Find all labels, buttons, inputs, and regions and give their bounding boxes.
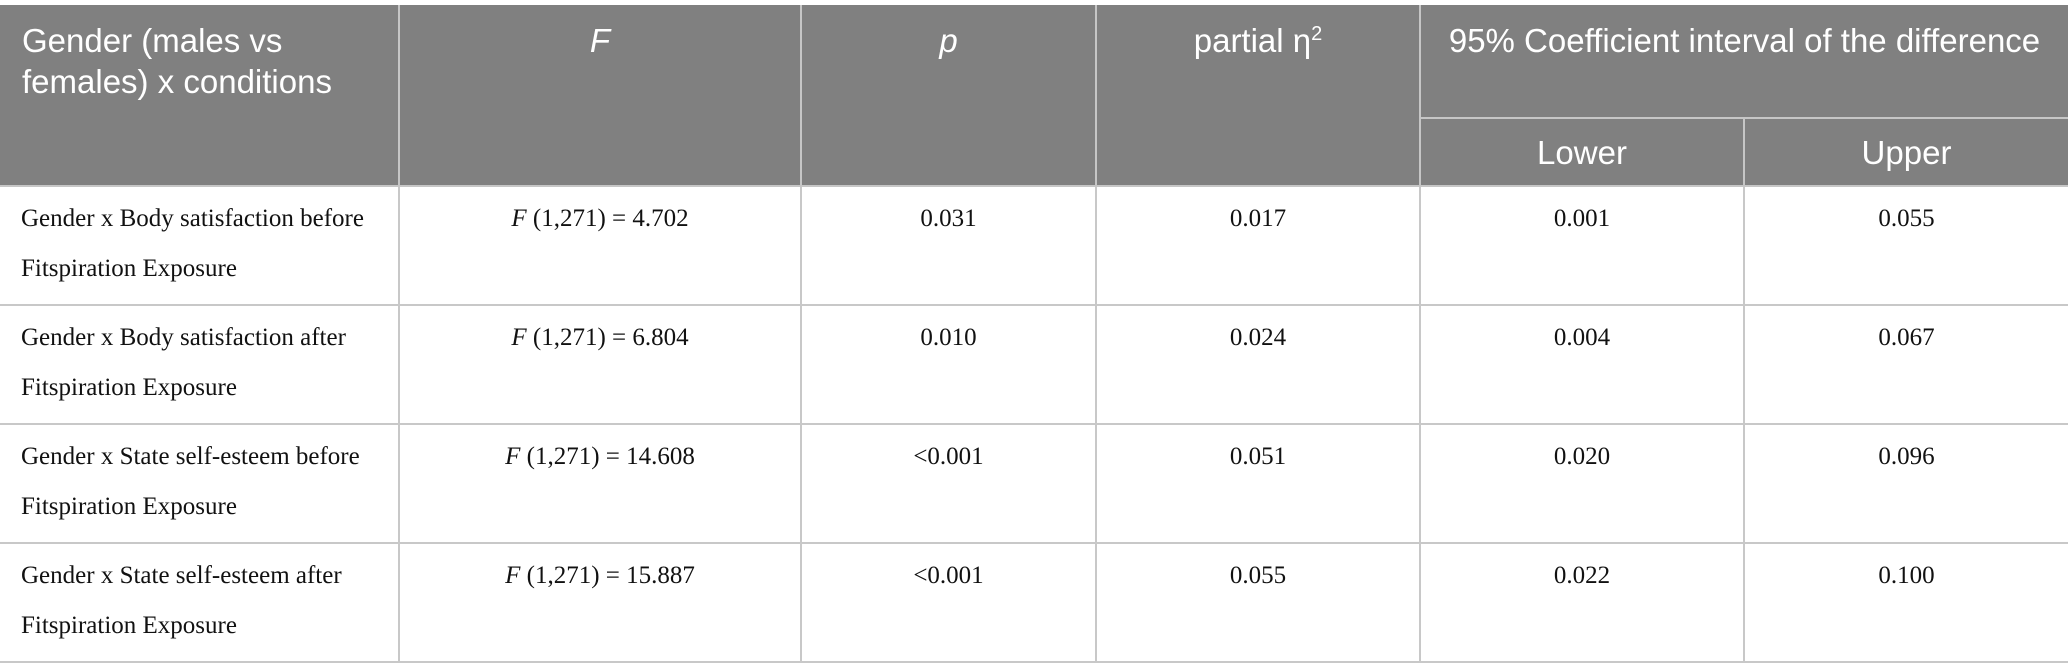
cell-p-value: <0.001: [801, 424, 1097, 544]
cell-ci-upper: 0.055: [1744, 186, 2068, 306]
cell-condition: Gender x Body satisfaction after Fitspir…: [0, 305, 400, 425]
cell-ci-lower: 0.004: [1420, 305, 1745, 425]
header-row-sub: Lower Upper: [0, 118, 2068, 187]
cell-p-value: <0.001: [801, 543, 1097, 663]
cell-f-value: (1,271) = 14.608: [520, 443, 695, 470]
cell-f-statistic: F (1,271) = 6.804: [399, 305, 802, 425]
cell-f-statistic: F (1,271) = 15.887: [399, 543, 802, 663]
cell-ci-upper: 0.067: [1744, 305, 2068, 425]
header-row-top: Gender (males vs females) x conditions F…: [0, 5, 2068, 187]
cell-partial-eta: 0.051: [1096, 424, 1421, 544]
cell-f-symbol: F: [505, 562, 521, 589]
cell-f-symbol: F: [511, 324, 527, 351]
header-f-statistic: F: [399, 5, 802, 187]
table-row: Gender x Body satisfaction before Fitspi…: [0, 186, 2068, 306]
cell-f-symbol: F: [511, 205, 527, 232]
cell-partial-eta: 0.024: [1096, 305, 1421, 425]
header-eta-label: partial η: [1193, 22, 1312, 59]
cell-ci-upper: 0.096: [1744, 424, 2068, 544]
header-partial-eta-squared: partial η2: [1096, 5, 1421, 187]
header-p-label: p: [939, 22, 958, 59]
cell-ci-lower: 0.020: [1420, 424, 1745, 544]
cell-f-value: (1,271) = 6.804: [526, 324, 689, 351]
header-ci-lower: Lower: [1420, 118, 1745, 187]
header-p-value: p: [801, 5, 1097, 187]
table-header: Gender (males vs females) x conditions F…: [0, 5, 2068, 187]
cell-f-value: (1,271) = 15.887: [520, 562, 695, 589]
cell-ci-lower: 0.001: [1420, 186, 1745, 306]
cell-p-value: 0.031: [801, 186, 1097, 306]
cell-partial-eta: 0.017: [1096, 186, 1421, 306]
table-row: Gender x State self-esteem before Fitspi…: [0, 424, 2068, 544]
cell-f-value: (1,271) = 4.702: [526, 205, 689, 232]
header-conditions: Gender (males vs females) x conditions: [0, 5, 400, 187]
results-table: Gender (males vs females) x conditions F…: [0, 5, 2068, 663]
cell-f-statistic: F (1,271) = 14.608: [399, 424, 802, 544]
cell-partial-eta: 0.055: [1096, 543, 1421, 663]
table-row: Gender x State self-esteem after Fitspir…: [0, 543, 2068, 663]
header-confidence-interval-group: 95% Coefficient interval of the differen…: [1420, 5, 2068, 119]
cell-p-value: 0.010: [801, 305, 1097, 425]
cell-ci-lower: 0.022: [1420, 543, 1745, 663]
table-body: Gender x Body satisfaction before Fitspi…: [0, 186, 2068, 663]
cell-f-symbol: F: [505, 443, 521, 470]
cell-condition: Gender x Body satisfaction before Fitspi…: [0, 186, 400, 306]
cell-condition: Gender x State self-esteem before Fitspi…: [0, 424, 400, 544]
header-f-label: F: [589, 22, 611, 59]
table-row: Gender x Body satisfaction after Fitspir…: [0, 305, 2068, 425]
header-eta-superscript: 2: [1311, 23, 1323, 45]
header-ci-upper: Upper: [1744, 118, 2068, 187]
cell-f-statistic: F (1,271) = 4.702: [399, 186, 802, 306]
cell-ci-upper: 0.100: [1744, 543, 2068, 663]
cell-condition: Gender x State self-esteem after Fitspir…: [0, 543, 400, 663]
